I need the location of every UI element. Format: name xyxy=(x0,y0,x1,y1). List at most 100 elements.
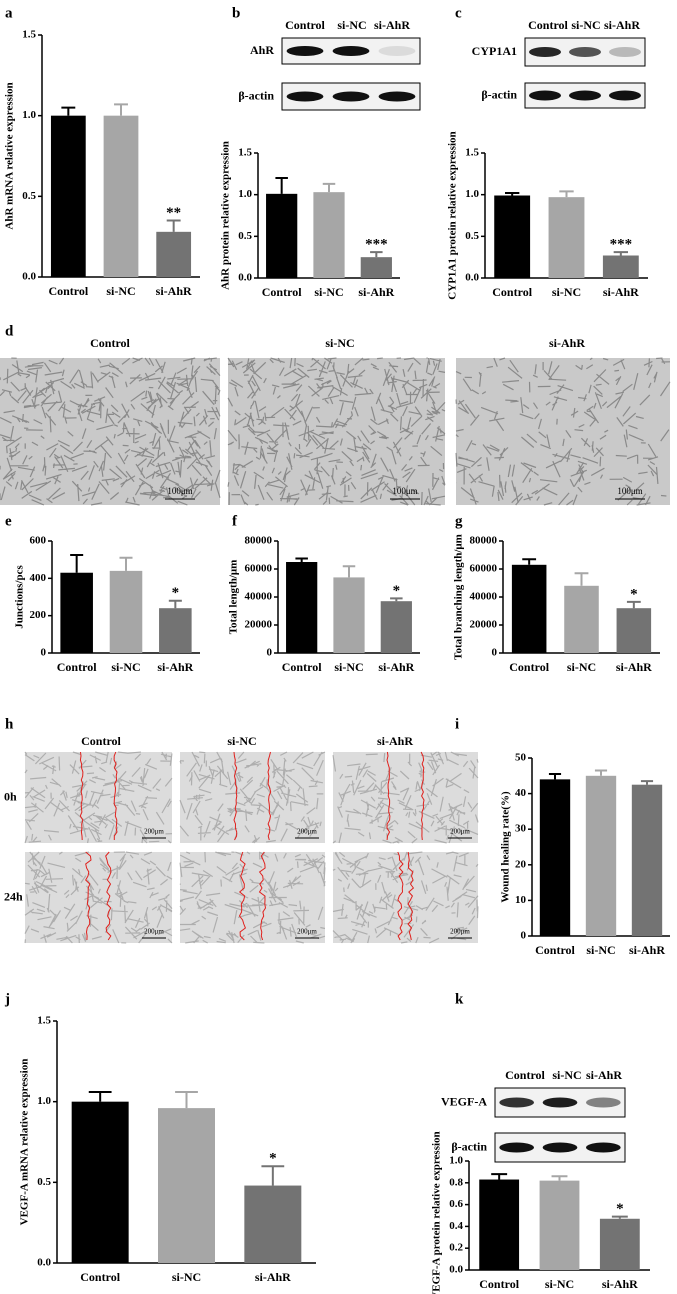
y-tick-label: 30 xyxy=(515,823,527,835)
wound-edge xyxy=(267,751,272,841)
y-tick-label: 0 xyxy=(492,647,498,659)
bar xyxy=(158,1108,215,1263)
bar xyxy=(103,115,139,278)
y-tick-label: 1.0 xyxy=(449,1155,463,1167)
bar xyxy=(539,1180,580,1270)
blot-column-label: si-AhR xyxy=(604,18,640,32)
error-bar xyxy=(261,1165,285,1186)
error-bar xyxy=(640,780,654,785)
blot-column-label: si-AhR xyxy=(586,1068,622,1082)
significance-label: * xyxy=(172,585,180,601)
blot-row-label: β-actin xyxy=(451,1139,487,1153)
bar xyxy=(71,1101,129,1263)
error-bar xyxy=(551,1175,568,1181)
blot-band xyxy=(286,91,324,102)
bar xyxy=(360,257,392,278)
micrograph-title: si-NC xyxy=(325,336,354,350)
y-tick-label: 0.0 xyxy=(22,271,36,283)
error-bar xyxy=(70,554,84,573)
wound-edge xyxy=(258,851,267,941)
bar xyxy=(585,775,617,936)
blot-band xyxy=(542,1142,578,1153)
micrograph-title: si-AhR xyxy=(549,336,585,350)
scale-bar-label: 200μm xyxy=(144,828,164,836)
blot-band xyxy=(586,1097,621,1108)
error-bar xyxy=(168,599,182,609)
blot-row-label: CYP1A1 xyxy=(472,44,517,58)
blot-column-label: si-NC xyxy=(337,18,366,32)
y-axis-label: Total length/μm xyxy=(228,560,240,635)
y-tick-label: 80000 xyxy=(245,535,273,547)
blot-band xyxy=(609,47,641,57)
y-tick-label: 0.5 xyxy=(465,230,479,242)
blot-band xyxy=(569,90,601,101)
error-bar xyxy=(295,557,308,562)
y-tick-label: 1.0 xyxy=(37,1095,51,1107)
blot-column-label: Control xyxy=(285,18,325,32)
significance-label: ** xyxy=(166,205,181,221)
blot-column-label: Control xyxy=(528,18,568,32)
panel-letter: b xyxy=(232,5,240,21)
panel-letter: f xyxy=(232,513,238,529)
row-label: 24h xyxy=(4,889,23,903)
blot-column-label: si-NC xyxy=(552,1068,581,1082)
micrograph-title: Control xyxy=(81,734,121,748)
y-tick-label: 40000 xyxy=(470,591,498,603)
bar xyxy=(286,562,318,653)
error-bar xyxy=(613,251,629,256)
blot-band xyxy=(529,47,561,57)
error-bar xyxy=(114,103,128,116)
blot-band xyxy=(609,90,641,101)
error-bar xyxy=(559,190,574,198)
cell-texture xyxy=(227,357,446,506)
x-tick-label: Control xyxy=(282,660,322,674)
blot-band xyxy=(569,47,601,57)
blot-band xyxy=(542,1097,578,1108)
error-bar xyxy=(119,556,133,571)
bar xyxy=(479,1179,520,1270)
x-tick-label: si-NC xyxy=(586,943,615,957)
wound-edge xyxy=(397,851,404,941)
panel-letter: j xyxy=(4,991,10,1007)
blot-band xyxy=(378,91,416,102)
y-tick-label: 20 xyxy=(515,858,527,870)
y-tick-label: 0.6 xyxy=(449,1198,463,1210)
x-tick-label: Control xyxy=(57,660,97,674)
bar xyxy=(333,577,365,653)
y-tick-label: 0.4 xyxy=(449,1220,463,1232)
bar xyxy=(313,192,345,278)
micrograph-title: Control xyxy=(90,336,130,350)
bar xyxy=(564,585,599,653)
blot-row-label: β-actin xyxy=(238,88,274,102)
error-bar xyxy=(522,558,537,565)
y-tick-label: 1.0 xyxy=(238,188,252,200)
y-tick-label: 1.0 xyxy=(22,109,36,121)
significance-label: *** xyxy=(610,237,633,253)
y-tick-label: 20000 xyxy=(245,619,273,631)
x-tick-label: si-NC xyxy=(545,1277,574,1291)
scale-bar-label: 200μm xyxy=(450,828,470,836)
y-tick-label: 10 xyxy=(515,894,527,906)
bar xyxy=(60,572,93,653)
cell-texture xyxy=(24,751,173,844)
x-tick-label: si-AhR xyxy=(255,1270,291,1284)
error-bar xyxy=(166,219,181,232)
significance-label: * xyxy=(630,586,638,602)
x-tick-label: Control xyxy=(535,943,575,957)
blot-band xyxy=(529,90,561,101)
blot-band xyxy=(499,1142,534,1153)
x-tick-label: si-AhR xyxy=(358,285,394,299)
x-tick-label: si-AhR xyxy=(602,1277,638,1291)
y-axis-label: Junctions/pcs xyxy=(14,564,26,628)
y-tick-label: 0.0 xyxy=(238,272,252,284)
bar xyxy=(380,601,412,653)
blot-row-label: AhR xyxy=(250,43,274,57)
micrograph-title: si-AhR xyxy=(377,734,413,748)
scale-bar-label: 100μm xyxy=(392,486,417,496)
scale-bar-label: 200μm xyxy=(450,928,470,936)
y-axis-label: Total branching length/μm xyxy=(453,534,465,660)
wound-edge xyxy=(420,751,425,841)
bar xyxy=(602,255,639,278)
x-tick-label: Control xyxy=(509,660,549,674)
